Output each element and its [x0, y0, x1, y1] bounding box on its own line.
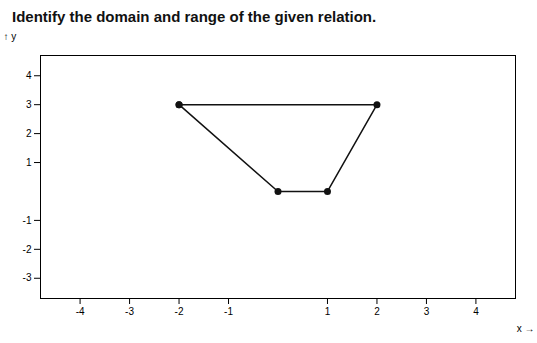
svg-text:3: 3: [424, 306, 430, 317]
svg-text:2: 2: [26, 128, 32, 139]
svg-text:1: 1: [325, 306, 331, 317]
svg-text:1: 1: [26, 157, 32, 168]
svg-text:-1: -1: [23, 215, 32, 226]
svg-text:4: 4: [26, 70, 32, 81]
svg-text:-3: -3: [125, 306, 134, 317]
svg-text:↑ y: ↑ y: [4, 31, 17, 42]
svg-text:-2: -2: [23, 244, 32, 255]
svg-text:-1: -1: [224, 306, 233, 317]
html-text:Identify the domain and range: Identify the domain and range of the giv…: [12, 8, 377, 25]
svg-text:-4: -4: [76, 306, 85, 317]
svg-text:-2: -2: [175, 306, 184, 317]
svg-text:2: 2: [374, 306, 380, 317]
svg-text:-3: -3: [23, 272, 32, 283]
svg-text:x →: x →: [517, 323, 535, 334]
svg-text:4: 4: [473, 306, 479, 317]
svg-text:3: 3: [26, 99, 32, 110]
